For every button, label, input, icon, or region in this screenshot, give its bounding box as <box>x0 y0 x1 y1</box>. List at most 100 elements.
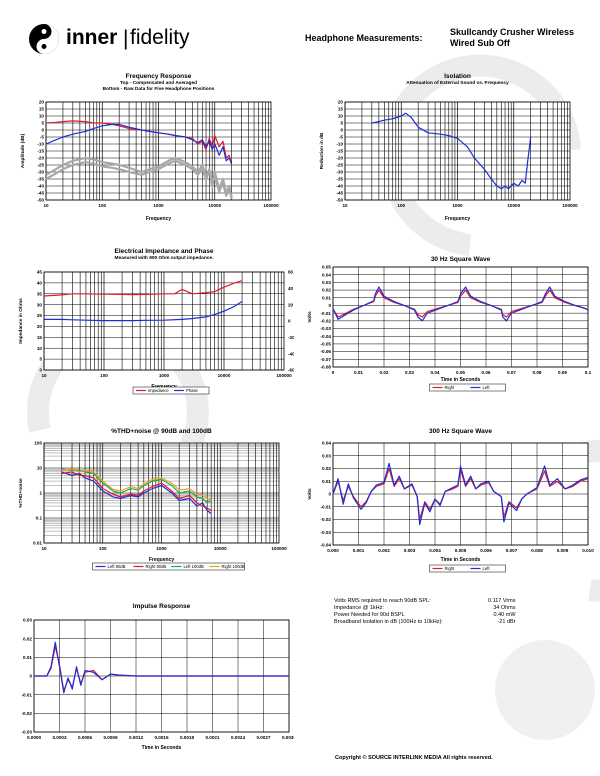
y-tick-label: -0.03 <box>321 530 332 535</box>
legend-label: Right 100dB <box>222 564 245 569</box>
y-tick-label: 0 <box>328 492 331 497</box>
y-tick-label: -0.02 <box>321 318 332 323</box>
y-tick-label: 20 <box>37 324 43 329</box>
x-tick-label: 0.06 <box>482 370 491 375</box>
x-tick-label: 0.0000 <box>27 735 41 740</box>
x-tick-label: 0.1 <box>585 370 592 375</box>
y-tick-label: -0.07 <box>321 357 332 362</box>
y-tick-label: -10 <box>336 142 343 147</box>
y-tick-label: -30 <box>37 170 44 175</box>
x-tick-label: 0.02 <box>380 370 389 375</box>
y-tick-label: -0.06 <box>321 349 332 354</box>
chart-subtitle: Attenuation of External Sound vs. Freque… <box>406 80 509 86</box>
x-tick-label: 0.005 <box>455 548 467 553</box>
y-tick-label: 0.03 <box>322 280 331 285</box>
legend-label: Right <box>445 566 456 571</box>
x-tick-label: 10 <box>41 373 47 378</box>
x-tick-label: 100 <box>397 203 405 208</box>
x-tick-label: 0.08 <box>533 370 542 375</box>
chart-subtitle: Bottom - Raw Data for Five Headphone Pos… <box>103 86 215 92</box>
y-tick-label: -0.04 <box>321 334 332 339</box>
y-tick-label: -0.01 <box>321 504 332 509</box>
x-axis-label: Time in Seconds <box>441 557 481 563</box>
y-tick-label: 0 <box>39 368 42 373</box>
y-tick-label: 0.02 <box>23 636 32 641</box>
chart-title: Impulse Response <box>133 603 191 610</box>
y2-tick-label: 20 <box>288 302 294 307</box>
series-line <box>61 471 212 512</box>
y-tick-label: -40 <box>37 184 44 189</box>
chart-impulse-response: Impulse Response 0.0000 0.0003 0.0006 0.0009… <box>22 603 294 750</box>
y-tick-label: 0.03 <box>322 453 331 458</box>
y-axis-label: Amplitude (dB) <box>20 133 26 168</box>
y-tick-label: 20 <box>39 100 45 105</box>
y-tick-label: -25 <box>37 163 44 168</box>
x-tick-label: 0.007 <box>506 548 518 553</box>
chart-30hz-square: 30 Hz Square Wave 0 0.01 0.02 0.03 0.04 0.05 0.… <box>307 256 592 392</box>
x-tick-label: 1000 <box>159 373 170 378</box>
y-tick-label: 10 <box>37 346 43 351</box>
y-tick-label: 10 <box>39 114 45 119</box>
series-line <box>43 280 243 297</box>
y-tick-label: -15 <box>37 149 44 154</box>
y-tick-label: -0.02 <box>22 711 33 716</box>
x-tick-label: 0.000 <box>327 548 339 553</box>
y-tick-label: 0.1 <box>36 516 43 521</box>
chart-title: Isolation <box>444 73 471 80</box>
brand-divider: | <box>123 27 129 50</box>
brand-name-left: inner <box>66 26 118 49</box>
x-tick-label: 0.006 <box>480 548 492 553</box>
yinyang-logo-icon <box>29 24 59 54</box>
y-tick-label: 0.04 <box>322 441 331 446</box>
series-line <box>45 159 233 199</box>
stats-value: -21 dBr <box>497 619 516 625</box>
x-axis-label: Frequency <box>149 557 175 563</box>
y-tick-label: 0.01 <box>23 655 32 660</box>
y-tick-label: -50 <box>336 198 343 203</box>
x-tick-label: 0.0024 <box>231 735 245 740</box>
legend-box <box>132 386 210 395</box>
y2-tick-label: -40 <box>288 351 294 356</box>
x-tick-label: 0.09 <box>558 370 567 375</box>
y-tick-label: 0.03 <box>23 618 32 623</box>
chart-title: 30 Hz Square Wave <box>431 256 491 263</box>
y2-tick-label: -60 <box>288 368 294 373</box>
stats-value: 34 Ohms <box>493 605 516 611</box>
chart-title: %THD+noise @ 90dB and 100dB <box>111 428 212 435</box>
x-tick-label: 10 <box>41 546 47 551</box>
stats-row: Broadband Isolation in dB (100Hz to 10kH… <box>332 619 518 626</box>
x-tick-label: 0 <box>332 370 335 375</box>
series-line <box>61 468 212 504</box>
legend-label: Right <box>445 385 456 390</box>
y-axis-label: Volts <box>307 488 313 500</box>
product-name-line2: Wired Sub Off <box>450 38 510 48</box>
stats-label: Broadband Isolation in dB (100Hz to 10kH… <box>334 619 443 625</box>
y2-tick-label: 40 <box>288 286 294 291</box>
series-line <box>371 112 532 190</box>
y-tick-label: 0.05 <box>322 265 331 270</box>
y2-tick-label: 0 <box>288 319 291 324</box>
y-tick-label: -30 <box>336 170 343 175</box>
stats-value: 0.40 mW <box>493 612 516 618</box>
chart-title: Electrical Impedance and Phase <box>115 248 214 255</box>
x-tick-label: 10000 <box>218 373 231 378</box>
y-tick-label: -0.04 <box>321 543 332 548</box>
watermark-ring <box>379 54 581 256</box>
y-tick-label: 1 <box>39 491 42 496</box>
x-tick-label: 100000 <box>263 203 279 208</box>
x-tick-label: 0.07 <box>507 370 516 375</box>
y-tick-label: 35 <box>37 291 43 296</box>
y-tick-label: -0.03 <box>22 730 33 735</box>
x-tick-label: 0.002 <box>378 548 390 553</box>
y-tick-label: 0 <box>41 128 44 133</box>
legend-label: Left 100dB <box>184 564 204 569</box>
x-tick-label: 1000 <box>452 203 463 208</box>
y-tick-label: 0.04 <box>322 272 331 277</box>
y-tick-label: -0.01 <box>321 311 332 316</box>
stats-row: Power Needed for 90d BSPL 0.40 mW <box>332 612 518 619</box>
y-tick-label: 15 <box>39 107 45 112</box>
x-tick-label: 0.0009 <box>103 735 117 740</box>
